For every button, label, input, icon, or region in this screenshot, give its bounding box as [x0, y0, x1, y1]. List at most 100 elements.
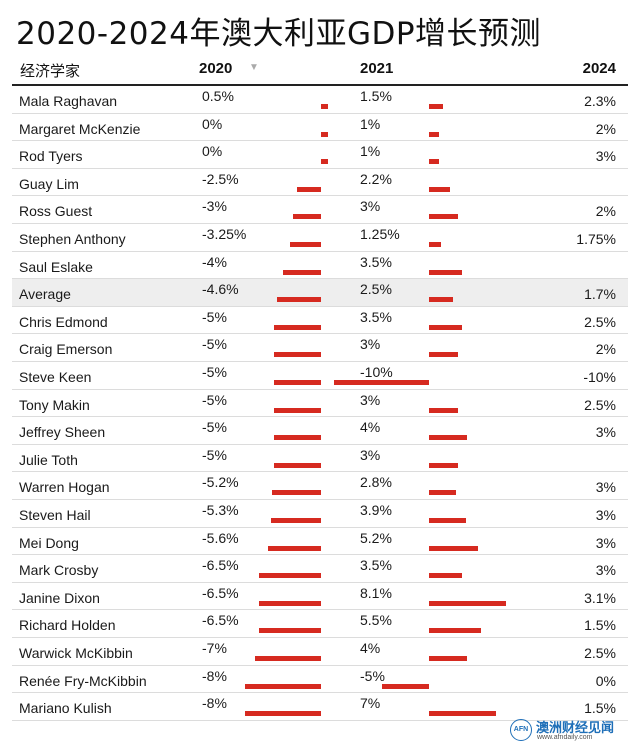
- bar-2020: [259, 628, 321, 634]
- value-2024: 3%: [595, 534, 616, 551]
- table-row: Jeffrey Sheen -5% 4% 3%: [12, 417, 628, 445]
- bar-2020: [245, 711, 321, 717]
- value-2020: -5%: [202, 391, 227, 408]
- value-2020: -5%: [202, 308, 227, 325]
- value-2024: 3.1%: [584, 589, 616, 606]
- value-2020: -5%: [202, 419, 227, 436]
- table-row: Margaret McKenzie 0% 1% 2%: [12, 114, 628, 142]
- value-2021: 3.5%: [360, 557, 392, 574]
- column-header-2020[interactable]: 2020: [199, 60, 233, 77]
- value-2021: 2.8%: [360, 474, 392, 491]
- table-row: Rod Tyers 0% 1% 3%: [12, 141, 628, 169]
- bar-2021: [429, 297, 453, 303]
- economist-name: Warren Hogan: [19, 479, 110, 496]
- value-2021: 5.5%: [360, 612, 392, 629]
- value-2020: -5%: [202, 336, 227, 353]
- bar-2020: [267, 545, 321, 551]
- value-2024: 2%: [595, 341, 616, 358]
- economist-name: Guay Lim: [19, 175, 79, 192]
- bar-2021: [381, 683, 429, 689]
- table-row: Chris Edmond -5% 3.5% 2.5%: [12, 307, 628, 335]
- economist-name: Craig Emerson: [19, 341, 113, 358]
- bar-2021: [429, 573, 463, 579]
- value-2021: 3%: [360, 391, 381, 408]
- table-row: Steven Hail -5.3% 3.9% 3%: [12, 500, 628, 528]
- chart-title: 2020-2024年澳大利亚GDP增长预测: [16, 16, 542, 52]
- value-2024: 1.7%: [584, 286, 616, 303]
- table-row: Warwick McKibbin -7% 4% 2.5%: [12, 638, 628, 666]
- value-2020: -8%: [202, 695, 227, 712]
- value-2020: -4%: [202, 253, 227, 270]
- value-2024: 2.5%: [584, 645, 616, 661]
- table-row: Mariano Kulish -8% 7% 1.5%: [12, 693, 628, 721]
- table-row: Ross Guest -3% 3% 2%: [12, 196, 628, 224]
- bar-2021: [429, 600, 506, 606]
- value-2020: -5%: [202, 364, 227, 380]
- bar-2020: [297, 186, 321, 192]
- value-2021: 8.1%: [360, 584, 392, 601]
- bar-2020: [292, 214, 321, 220]
- value-2021: 1.5%: [360, 88, 392, 104]
- value-2020: -5%: [202, 446, 227, 463]
- table-row: Mark Crosby -6.5% 3.5% 3%: [12, 555, 628, 583]
- logo-name: 澳洲财经见闻: [536, 721, 615, 736]
- bar-2020: [270, 518, 321, 523]
- value-2020: -5.6%: [202, 529, 239, 546]
- value-2024: 1.5%: [584, 700, 616, 717]
- value-2021: 3.9%: [360, 502, 392, 518]
- bar-2020: [273, 407, 321, 413]
- value-2021: 3.5%: [360, 308, 392, 325]
- economist-name: Steven Hail: [19, 507, 91, 523]
- value-2020: -5.2%: [202, 474, 239, 491]
- value-2024: 3%: [595, 479, 616, 496]
- bar-2021: [429, 214, 458, 220]
- bar-2021: [429, 324, 463, 330]
- bar-2020: [321, 131, 328, 137]
- afn-logo-icon: AFN: [510, 719, 532, 741]
- column-header-2021[interactable]: 2021: [360, 60, 394, 77]
- table-row: Renée Fry-McKibbin -8% -5% 0%: [12, 666, 628, 694]
- column-header-2024[interactable]: 2024: [582, 60, 616, 77]
- economist-name: Rod Tyers: [19, 148, 83, 165]
- bar-2021: [429, 628, 482, 634]
- value-2024: 2.5%: [584, 396, 616, 413]
- bar-2021: [429, 545, 479, 551]
- table-row: Steve Keen -5% -10% -10%: [12, 362, 628, 390]
- bar-2021: [429, 131, 439, 137]
- economist-name: Jeffrey Sheen: [19, 424, 106, 441]
- bar-2021: [429, 435, 467, 441]
- value-2021: 1.25%: [360, 226, 400, 242]
- economist-name: Mariano Kulish: [19, 700, 112, 717]
- economist-name: Average: [19, 286, 71, 303]
- economist-name: Tony Makin: [19, 396, 90, 413]
- economist-name: Stephen Anthony: [19, 231, 126, 247]
- value-2021: 3%: [360, 446, 381, 463]
- value-2020: -6.5%: [202, 584, 239, 601]
- value-2020: -6.5%: [202, 612, 239, 629]
- value-2024: 3%: [595, 148, 616, 165]
- column-header-economist[interactable]: 经济学家: [20, 62, 81, 80]
- bar-2021: [429, 711, 496, 717]
- sort-descending-icon[interactable]: ▼: [249, 62, 259, 73]
- bar-2020: [283, 269, 321, 275]
- value-2024: 3%: [595, 424, 616, 441]
- value-2024: 1.5%: [584, 617, 616, 634]
- economist-name: Saul Eslake: [19, 258, 93, 275]
- table-row: Julie Toth -5% 3%: [12, 445, 628, 473]
- economist-name: Ross Guest: [19, 203, 93, 220]
- economist-name: Mark Crosby: [19, 562, 99, 579]
- value-2021: 3%: [360, 198, 381, 215]
- bar-2020: [321, 104, 328, 109]
- table-row: Tony Makin -5% 3% 2.5%: [12, 390, 628, 418]
- bar-2021: [429, 462, 458, 468]
- value-2021: 5.2%: [360, 529, 392, 546]
- bar-2021: [334, 380, 429, 385]
- table-row: Janine Dixon -6.5% 8.1% 3.1%: [12, 583, 628, 611]
- bar-2020: [273, 352, 321, 358]
- bar-2020: [273, 324, 321, 330]
- bar-2020: [245, 683, 321, 689]
- header-divider: [12, 84, 628, 86]
- value-2021: -10%: [360, 364, 393, 380]
- value-2021: 4%: [360, 419, 381, 436]
- bar-2021: [429, 242, 441, 247]
